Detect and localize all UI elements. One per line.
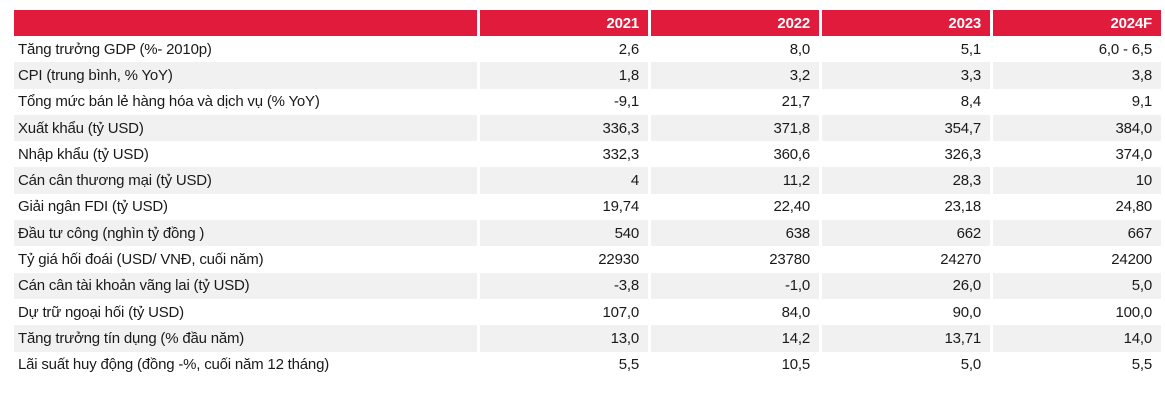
cell-value-2024f: 3,8 — [993, 62, 1161, 89]
cell-value-2023: 5,0 — [960, 356, 981, 374]
table-row: Cán cân thương mại (tỷ USD) 4 11,2 28,3 … — [14, 167, 1161, 194]
cell-value-2022: 22,40 — [773, 198, 810, 216]
row-label: Lãi suất huy động (đồng -%, cuối năm 12 … — [18, 356, 330, 374]
cell-value-2021: -9,1 — [613, 93, 639, 111]
cell-value-2021: 22930 — [598, 251, 639, 269]
cell-value-2023: 26,0 — [822, 272, 990, 299]
row-label: Tăng trưởng GDP (%- 2010p) — [18, 40, 212, 58]
table-row: Đầu tư công (nghìn tỷ đồng ) 540 638 662… — [14, 220, 1161, 247]
cell-value-2024f: 10 — [993, 167, 1161, 194]
cell-value-2023: 5,1 — [960, 40, 981, 58]
table-row: Dự trữ ngoại hối (tỷ USD) 107,0 84,0 90,… — [14, 299, 1161, 325]
table-row: Tổng mức bán lẻ hàng hóa và dịch vụ (% Y… — [14, 89, 1161, 115]
table-row: Tăng trưởng tín dụng (% đầu năm) 13,0 14… — [14, 325, 1161, 352]
cell-value-2023: 662 — [822, 220, 990, 247]
macro-indicators-table: 2021 2022 2023 2024F Tăng trưởng GDP (%-… — [14, 10, 1161, 378]
row-label: Tỷ giá hối đoái (USD/ VNĐ, cuối năm) — [18, 251, 264, 269]
cell-value-2021: 332,3 — [602, 145, 639, 163]
row-label: Cán cân tài khoản vãng lai (tỷ USD) — [14, 272, 477, 299]
cell-value-2021: 4 — [480, 167, 648, 194]
column-header-2022: 2022 — [651, 10, 819, 36]
table-body: Tăng trưởng GDP (%- 2010p) 2,6 8,0 5,1 6… — [14, 36, 1161, 378]
cell-value-2021: -3,8 — [480, 272, 648, 299]
cell-value-2023: 354,7 — [822, 114, 990, 142]
row-label: Nhập khẩu (tỷ USD) — [18, 145, 149, 163]
cell-value-2021: 336,3 — [480, 114, 648, 142]
column-header-2021: 2021 — [480, 10, 648, 36]
cell-value-2022: 8,0 — [789, 40, 810, 58]
cell-value-2021: 540 — [480, 220, 648, 247]
cell-value-2024f: 24,80 — [1115, 198, 1152, 216]
row-label: Tổng mức bán lẻ hàng hóa và dịch vụ (% Y… — [18, 93, 320, 111]
cell-value-2021: 107,0 — [602, 303, 639, 321]
table-row: CPI (trung bình, % YoY) 1,8 3,2 3,3 3,8 — [14, 62, 1161, 89]
row-label: Tăng trưởng tín dụng (% đầu năm) — [14, 325, 477, 352]
cell-value-2023: 8,4 — [960, 93, 981, 111]
cell-value-2023: 90,0 — [952, 303, 982, 321]
table-row: Giải ngân FDI (tỷ USD) 19,74 22,40 23,18… — [14, 194, 1161, 220]
row-label: Xuất khẩu (tỷ USD) — [14, 114, 477, 142]
cell-value-2023: 28,3 — [822, 167, 990, 194]
cell-value-2023: 23,18 — [944, 198, 981, 216]
cell-value-2021: 2,6 — [618, 40, 639, 58]
cell-value-2021: 5,5 — [618, 356, 639, 374]
cell-value-2022: 371,8 — [651, 114, 819, 142]
table-row: Cán cân tài khoản vãng lai (tỷ USD) -3,8… — [14, 272, 1161, 299]
cell-value-2022: 14,2 — [651, 325, 819, 352]
table-row: Xuất khẩu (tỷ USD) 336,3 371,8 354,7 384… — [14, 114, 1161, 142]
cell-value-2021: 1,8 — [480, 62, 648, 89]
cell-value-2022: -1,0 — [651, 272, 819, 299]
cell-value-2023: 13,71 — [822, 325, 990, 352]
cell-value-2022: 638 — [651, 220, 819, 247]
row-label: Dự trữ ngoại hối (tỷ USD) — [18, 303, 184, 321]
cell-value-2024f: 374,0 — [1115, 145, 1152, 163]
cell-value-2022: 11,2 — [651, 167, 819, 194]
cell-value-2021: 19,74 — [602, 198, 639, 216]
row-label: Cán cân thương mại (tỷ USD) — [14, 167, 477, 194]
header-indicator-spacer — [14, 10, 477, 36]
cell-value-2022: 3,2 — [651, 62, 819, 89]
cell-value-2024f: 9,1 — [1131, 93, 1152, 111]
table-row: Tỷ giá hối đoái (USD/ VNĐ, cuối năm) 229… — [14, 246, 1161, 272]
cell-value-2022: 23780 — [769, 251, 810, 269]
row-label: Giải ngân FDI (tỷ USD) — [18, 198, 168, 216]
cell-value-2023: 24270 — [940, 251, 981, 269]
cell-value-2023: 3,3 — [822, 62, 990, 89]
cell-value-2022: 360,6 — [773, 145, 810, 163]
table-row: Nhập khẩu (tỷ USD) 332,3 360,6 326,3 374… — [14, 141, 1161, 167]
column-header-2023: 2023 — [822, 10, 990, 36]
table-row: Lãi suất huy động (đồng -%, cuối năm 12 … — [14, 352, 1161, 378]
cell-value-2022: 84,0 — [781, 303, 811, 321]
cell-value-2024f: 5,5 — [1131, 356, 1152, 374]
cell-value-2024f: 667 — [993, 220, 1161, 247]
cell-value-2024f: 14,0 — [993, 325, 1161, 352]
row-label: Đầu tư công (nghìn tỷ đồng ) — [14, 220, 477, 247]
cell-value-2024f: 100,0 — [1115, 303, 1152, 321]
cell-value-2022: 21,7 — [781, 93, 811, 111]
row-label: CPI (trung bình, % YoY) — [14, 62, 477, 89]
cell-value-2021: 13,0 — [480, 325, 648, 352]
table-row: Tăng trưởng GDP (%- 2010p) 2,6 8,0 5,1 6… — [14, 36, 1161, 62]
cell-value-2024f: 24200 — [1111, 251, 1152, 269]
cell-value-2024f: 384,0 — [993, 114, 1161, 142]
table-header-row: 2021 2022 2023 2024F — [14, 10, 1161, 36]
cell-value-2022: 10,5 — [781, 356, 811, 374]
cell-value-2024f: 6,0 - 6,5 — [1098, 40, 1152, 58]
cell-value-2024f: 5,0 — [993, 272, 1161, 299]
column-header-2024f: 2024F — [993, 10, 1161, 36]
cell-value-2023: 326,3 — [944, 145, 981, 163]
